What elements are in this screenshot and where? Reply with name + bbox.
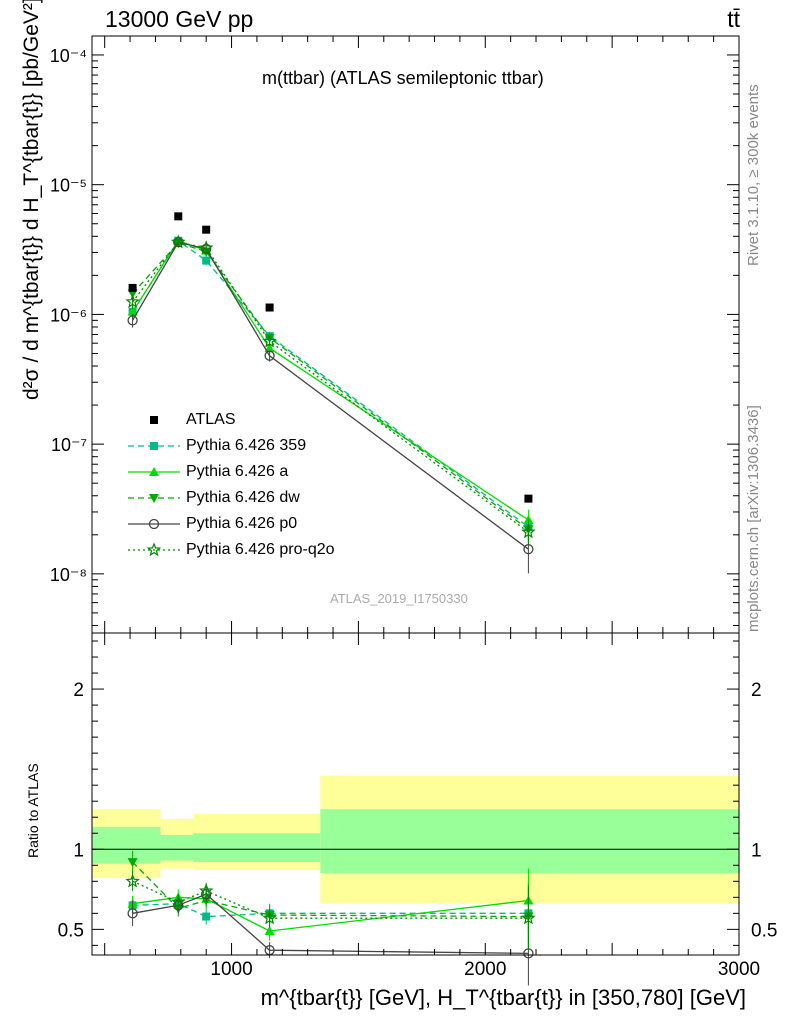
axis-ticks: 1000 2000 3000 10⁻⁴ 10⁻⁵ 10⁻⁶ 10⁻⁷ 10⁻⁸ 2 2 1 1 0.5 0… — [50, 36, 777, 980]
atlas-data-point-4 — [524, 494, 533, 503]
legend-marker-2 — [149, 494, 159, 503]
legend-marker-0 — [150, 442, 158, 450]
atlas-data-point-2 — [202, 225, 211, 234]
main-point-3-4 — [523, 544, 534, 555]
ratio-band-inner-0 — [92, 826, 161, 864]
ratio-band-inner-2 — [193, 833, 321, 863]
ratio-panel-content — [92, 775, 739, 986]
ratio-y-tick-label-right: 0.5 — [751, 920, 777, 941]
ratio-plot-frame — [91, 632, 740, 956]
legend — [128, 416, 180, 557]
main-y-tick-label: 10⁻⁶ — [50, 305, 87, 325]
legend-label-359: Pythia 6.426 359 — [186, 437, 307, 454]
ratio-point-4-3 — [262, 910, 277, 925]
ratio-y-tick-label-left: 0.5 — [58, 920, 84, 941]
main-y-tick-label: 10⁻⁴ — [50, 46, 87, 66]
ratio-point-2-0 — [127, 858, 138, 868]
legend-marker-3 — [148, 518, 160, 530]
ratio-point-1-3 — [264, 925, 275, 935]
main-panel-content — [125, 212, 536, 574]
process-label: tt̄ — [727, 6, 740, 32]
legend-marker-atlas — [150, 416, 158, 424]
main-point-4-3 — [262, 333, 277, 348]
atlas-data-point-3 — [265, 303, 274, 312]
legend-marker-4 — [146, 542, 162, 557]
main-point-4-0 — [125, 294, 140, 309]
legend-marker-1 — [149, 467, 159, 476]
legend-label-p0: Pythia 6.426 p0 — [186, 515, 298, 532]
x-axis-label: m^{tbar{t}} [GeV], H_T^{tbar{t}} in [350… — [260, 985, 746, 1010]
main-point-3-0 — [127, 315, 138, 326]
main-point-4-4 — [521, 524, 536, 539]
legend-label-a: Pythia 6.426 a — [186, 463, 289, 480]
plot-title: m(ttbar) (ATLAS semileptonic ttbar) — [262, 68, 544, 88]
legend-label-atlas: ATLAS — [186, 411, 236, 428]
ratio-point-4-2 — [198, 883, 214, 898]
ratio-y-tick-label-right: 2 — [751, 680, 762, 701]
ratio-point-3-0 — [127, 908, 138, 919]
main-point-1-0 — [127, 306, 138, 316]
main-y-tick-label: 10⁻⁵ — [50, 176, 87, 196]
ratio-point-4-1 — [171, 894, 186, 909]
ratio-point-4-0 — [125, 873, 140, 888]
main-y-tick-label: 10⁻⁷ — [51, 435, 87, 455]
ratio-band-inner-3 — [320, 809, 739, 874]
main-point-4-2 — [198, 240, 214, 255]
mcplots-label: mcplots.cern.ch [arXiv:1306.3436] — [745, 405, 762, 632]
legend-label-proq2o: Pythia 6.426 pro-q2o — [186, 541, 335, 558]
atlas-data-point-0 — [128, 283, 137, 292]
main-point-0-2 — [202, 256, 211, 265]
rivet-version-label: Rivet 3.1.10, ≥ 300k events — [745, 84, 762, 266]
x-tick-label: 2000 — [464, 959, 506, 980]
legend-label-dw: Pythia 6.426 dw — [186, 489, 300, 506]
main-point-3-3 — [264, 350, 275, 361]
ratio-y-tick-label-right: 1 — [751, 840, 762, 861]
ratio-band-inner-1 — [160, 834, 194, 861]
main-series-line-2 — [132, 242, 529, 530]
main-y-tick-label: 10⁻⁸ — [50, 565, 87, 585]
main-point-1-3 — [264, 343, 275, 353]
energy-label: 13000 GeV pp — [105, 6, 254, 32]
ratio-point-4-4 — [521, 910, 536, 925]
x-tick-label: 3000 — [718, 959, 760, 980]
analysis-id-label: ATLAS_2019_I1750330 — [330, 591, 468, 606]
main-point-4-1 — [171, 234, 186, 249]
ratio-y-axis-label: Ratio to ATLAS — [25, 763, 41, 858]
main-series-line-0 — [132, 239, 529, 528]
x-tick-label: 1000 — [210, 959, 252, 980]
atlas-data-point-1 — [174, 212, 183, 221]
main-series-line-4 — [132, 241, 529, 533]
ratio-series-line-0 — [132, 903, 529, 918]
ratio-y-tick-label-left: 2 — [73, 680, 84, 701]
ratio-y-tick-label-left: 1 — [73, 840, 84, 861]
ratio-point-0-2 — [202, 912, 211, 921]
main-y-axis-label: d²σ / d m^{tbar{t}} d H_T^{tbar{t}} [pb/… — [20, 0, 43, 400]
